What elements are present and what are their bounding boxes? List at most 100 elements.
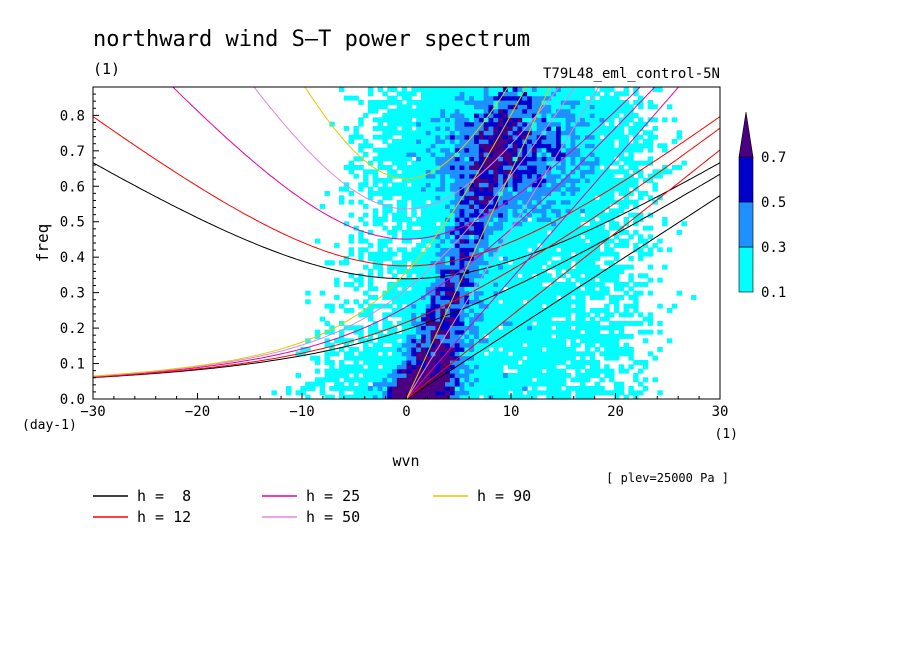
spectrum-cell [358,368,364,374]
spectrum-cell [662,169,668,175]
spectrum-cell [416,243,422,248]
spectrum-cell [435,182,441,188]
spectrum-cell [454,234,461,240]
spectrum-cell [435,139,441,144]
spectrum-cell [493,264,499,270]
spectrum-cell [575,95,581,101]
spectrum-cell [565,126,572,131]
spectrum-cell [512,143,519,149]
spectrum-cell [420,95,427,101]
spectrum-cell [469,243,475,248]
spectrum-cell [512,130,519,136]
spectrum-cell [541,134,547,140]
spectrum-cell [507,212,514,218]
spectrum-cell [478,199,485,205]
spectrum-cell [478,126,485,131]
spectrum-cell [575,373,581,378]
spectrum-cell [493,355,499,361]
spectrum-cell [565,230,572,235]
spectrum-cell [613,160,620,166]
spectrum-cell [440,191,446,196]
spectrum-cell [570,347,576,352]
spectrum-cell [589,269,596,274]
spectrum-cell [416,104,422,110]
spectrum-cell [565,147,572,153]
spectrum-cell [517,134,523,140]
spectrum-cell [416,282,422,287]
spectrum-cell [613,95,620,101]
spectrum-cell [459,173,465,179]
spectrum-cell [584,329,591,335]
spectrum-cell [459,364,465,370]
spectrum-cell [474,87,480,92]
kelvin-curve [406,87,680,399]
spectrum-cell [430,134,437,140]
spectrum-cell [478,143,485,149]
spectrum-cell [459,381,465,387]
spectrum-cell [295,373,301,378]
spectrum-cell [493,91,499,97]
spectrum-cell [522,303,528,309]
spectrum-cell [594,221,601,227]
spectrum-cell [609,130,615,136]
spectrum-cell [469,204,475,209]
spectrum-cell [392,394,398,399]
spectrum-cell [527,113,533,118]
spectrum-cell [382,134,388,140]
spectrum-cell [459,199,465,205]
spectrum-cell [584,360,591,365]
spectrum-cell [531,247,538,253]
spectrum-cell [609,342,615,348]
spectrum-cell [609,117,615,123]
spectrum-cell [430,394,437,399]
spectrum-cell [425,368,432,374]
spectrum-cell [367,169,374,175]
spectrum-cell [541,273,547,279]
spectrum-cell [396,91,403,97]
spectrum-cell [425,169,432,175]
spectrum-cell [546,338,552,344]
spectrum-cell [618,143,625,149]
spectrum-cell [541,225,547,231]
spectrum-cell [440,178,446,183]
spectrum-cell [531,329,538,335]
spectrum-cell [589,230,596,235]
spectrum-cell [551,312,557,318]
spectrum-cell [575,329,581,335]
spectrum-cell [551,126,557,131]
spectrum-cell [478,91,485,97]
spectrum-cell [464,355,470,361]
spectrum-cell [445,191,451,196]
spectrum-cell [435,100,441,105]
spectrum-cell [430,368,437,374]
spectrum-cell [358,325,364,331]
spectrum-cell [416,286,422,292]
spectrum-cell [430,329,437,335]
spectrum-cell [556,334,562,339]
spectrum-cell [459,334,465,339]
spectrum-cell [474,191,480,196]
spectrum-cell [425,208,432,214]
spectrum-cell [589,156,596,162]
spectrum-cell [454,329,461,335]
spectrum-cell [396,394,403,399]
spectrum-cell [536,221,543,227]
spectrum-cell [449,347,456,352]
spectrum-cell [512,290,519,296]
spectrum-cell [560,139,567,144]
spectrum-cell [440,212,446,218]
spectrum-cell [560,234,567,240]
spectrum-cell [440,134,446,140]
spectrum-cell [546,117,552,123]
spectrum-cell [406,173,412,179]
spectrum-cell [469,299,475,305]
spectrum-cell [488,316,494,322]
spectrum-cell [464,394,470,399]
spectrum-cell [483,87,490,92]
spectrum-cell [449,256,456,261]
spectrum-cell [478,368,485,374]
spectrum-cell [435,338,441,344]
spectrum-cell [440,247,446,253]
spectrum-cell [401,143,408,149]
spectrum-cell [560,338,567,344]
